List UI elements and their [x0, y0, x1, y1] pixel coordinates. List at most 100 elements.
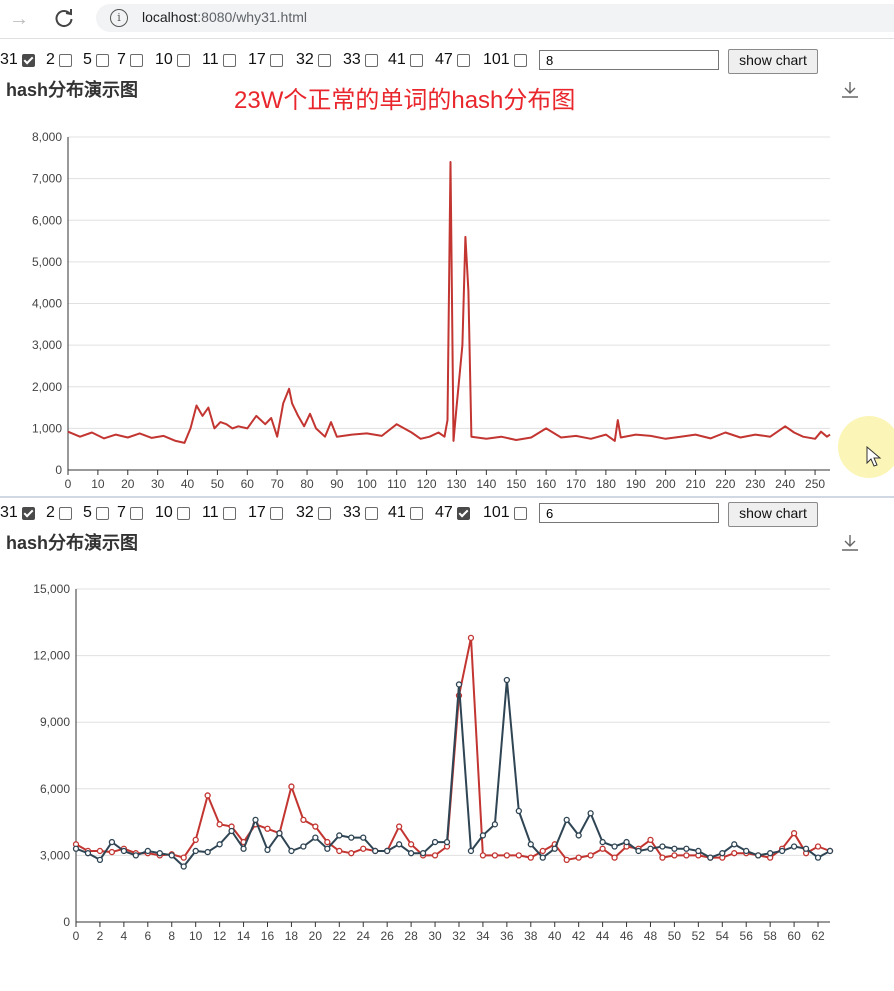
divisor-input[interactable] [539, 503, 719, 523]
data-point[interactable] [360, 845, 367, 852]
option-checkbox[interactable] [21, 506, 35, 520]
data-point[interactable] [407, 850, 415, 857]
data-point[interactable] [611, 843, 618, 850]
option-checkbox[interactable] [513, 506, 527, 520]
data-point[interactable] [790, 843, 798, 850]
data-point[interactable] [539, 854, 546, 861]
option-2[interactable]: 2 [46, 51, 72, 69]
data-point[interactable] [204, 792, 211, 799]
data-point[interactable] [467, 634, 475, 641]
option-checkbox[interactable] [222, 53, 236, 67]
data-point[interactable] [372, 847, 379, 855]
data-point[interactable] [467, 847, 475, 855]
data-point[interactable] [503, 676, 511, 684]
option-checkbox[interactable] [317, 506, 331, 520]
option-checkbox[interactable] [95, 506, 109, 520]
data-point[interactable] [479, 832, 487, 839]
option-checkbox[interactable] [456, 53, 470, 67]
data-point[interactable] [96, 847, 104, 855]
data-point[interactable] [288, 847, 295, 855]
data-point[interactable] [790, 830, 798, 837]
option-checkbox[interactable] [269, 53, 283, 67]
address-bar[interactable] [96, 4, 894, 32]
option-checkbox[interactable] [513, 53, 527, 67]
data-point[interactable] [575, 854, 582, 861]
data-point[interactable] [324, 845, 331, 852]
data-point[interactable] [108, 848, 116, 856]
data-point[interactable] [778, 847, 786, 855]
data-point[interactable] [168, 852, 175, 859]
option-checkbox[interactable] [222, 506, 236, 520]
data-point[interactable] [599, 838, 606, 846]
show-chart-button[interactable]: show chart [728, 49, 818, 74]
data-point[interactable] [551, 845, 558, 852]
option-checkbox[interactable] [269, 506, 283, 520]
data-point[interactable] [767, 850, 774, 857]
data-point[interactable] [635, 847, 642, 855]
data-point[interactable] [336, 847, 343, 855]
option-17[interactable]: 17 [248, 51, 283, 69]
data-point[interactable] [300, 843, 307, 850]
data-point[interactable] [395, 841, 403, 848]
data-point[interactable] [324, 838, 331, 846]
data-point[interactable] [216, 841, 223, 848]
option-7[interactable]: 7 [117, 51, 143, 69]
data-point[interactable] [695, 847, 702, 855]
data-point[interactable] [491, 821, 499, 828]
data-point[interactable] [623, 838, 630, 846]
option-47[interactable]: 47 [435, 51, 470, 69]
data-point[interactable] [599, 845, 606, 852]
data-point[interactable] [360, 834, 367, 841]
data-point[interactable] [671, 845, 678, 852]
data-point[interactable] [407, 841, 415, 848]
data-point[interactable] [384, 847, 391, 855]
data-point[interactable] [826, 847, 834, 855]
data-point[interactable] [659, 854, 666, 861]
data-point[interactable] [539, 847, 546, 855]
option-33[interactable]: 33 [343, 504, 378, 522]
data-point[interactable] [659, 843, 666, 850]
data-point[interactable] [647, 836, 654, 844]
data-point[interactable] [312, 834, 319, 841]
data-point[interactable] [216, 821, 223, 828]
option-17[interactable]: 17 [248, 504, 283, 522]
option-5[interactable]: 5 [83, 504, 109, 522]
data-point[interactable] [264, 846, 271, 854]
option-5[interactable]: 5 [83, 51, 109, 69]
url-text[interactable]: localhost:8080/why31.html [142, 9, 307, 25]
data-point[interactable] [144, 847, 151, 855]
option-checkbox[interactable] [129, 506, 143, 520]
data-point[interactable] [563, 816, 570, 824]
data-point[interactable] [575, 832, 582, 839]
data-point[interactable] [180, 854, 187, 861]
data-point[interactable] [527, 841, 534, 848]
data-point[interactable] [814, 843, 822, 850]
data-point[interactable] [204, 848, 211, 856]
data-point[interactable] [288, 783, 295, 790]
option-checkbox[interactable] [409, 53, 423, 67]
option-checkbox[interactable] [176, 53, 190, 67]
data-point[interactable] [731, 850, 738, 857]
data-point[interactable] [719, 850, 726, 857]
data-point[interactable] [419, 850, 427, 857]
option-101[interactable]: 101 [483, 504, 527, 522]
data-point[interactable] [731, 841, 738, 848]
data-point[interactable] [156, 850, 163, 857]
option-checkbox[interactable] [21, 53, 35, 67]
data-point[interactable] [240, 845, 247, 852]
data-point[interactable] [683, 845, 690, 852]
option-11[interactable]: 11 [202, 504, 236, 522]
option-7[interactable]: 7 [117, 504, 143, 522]
option-101[interactable]: 101 [483, 51, 527, 69]
data-point[interactable] [755, 852, 762, 859]
option-31[interactable]: 31 [0, 504, 35, 522]
option-checkbox[interactable] [317, 53, 331, 67]
option-10[interactable]: 10 [155, 51, 190, 69]
data-point[interactable] [348, 850, 355, 857]
data-point[interactable] [455, 681, 463, 688]
data-point[interactable] [683, 852, 690, 859]
data-point[interactable] [671, 852, 678, 859]
back-arrow-icon[interactable]: → [9, 8, 29, 30]
option-11[interactable]: 11 [202, 51, 236, 69]
data-point[interactable] [587, 810, 594, 817]
